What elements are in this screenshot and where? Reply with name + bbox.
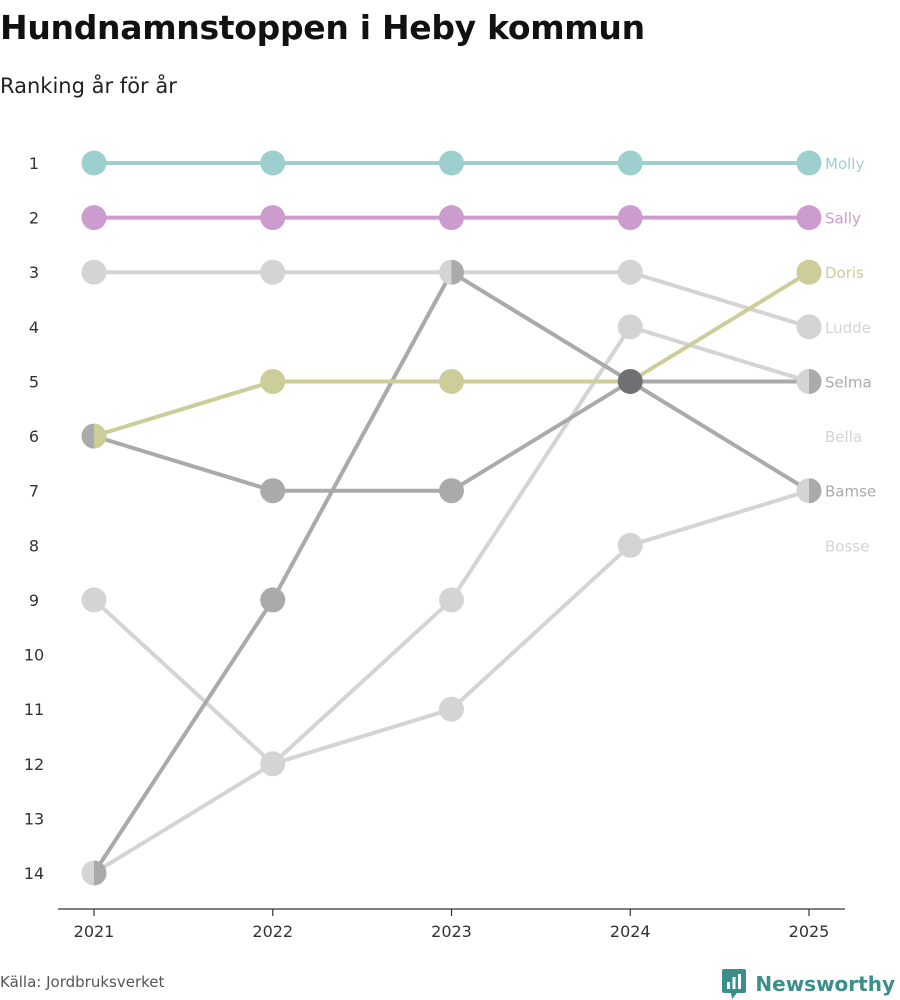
point-2021-rank-9-bella <box>81 587 107 613</box>
point-2021-rank-2-sally <box>81 205 107 231</box>
x-tick-label-2023: 2023 <box>431 922 472 941</box>
end-label-doris: Doris <box>825 264 864 282</box>
y-tick-label-8: 8 <box>29 536 39 555</box>
series-line-doris <box>92 270 811 439</box>
point-2022-rank-7-selma <box>260 478 286 504</box>
series-line-bamse <box>92 270 811 875</box>
y-tick-label-1: 1 <box>29 154 39 173</box>
point-2021-rank-3-ludde <box>81 259 107 285</box>
newsworthy-logo-icon <box>722 969 747 999</box>
series-points <box>81 150 822 886</box>
point-2025-rank-3-doris <box>796 259 822 285</box>
y-tick-label-12: 12 <box>24 755 44 774</box>
point-2023-rank-11-bosse <box>439 696 464 722</box>
x-tick-label-2021: 2021 <box>74 922 115 941</box>
point-2025-rank-1-molly <box>796 150 822 176</box>
point-2021-rank-6-selma-half <box>81 423 94 449</box>
point-2024-rank-8-bosse <box>617 532 643 558</box>
y-tick-label-7: 7 <box>29 482 39 501</box>
end-label-sally: Sally <box>825 210 861 228</box>
point-2025-rank-2-sally <box>796 205 822 231</box>
x-tick-label-2025: 2025 <box>789 922 830 941</box>
y-tick-label-2: 2 <box>29 209 39 228</box>
point-2023-rank-7-selma <box>439 478 464 504</box>
brand-logo: Newsworthy <box>721 968 895 1000</box>
end-label-selma: Selma <box>825 373 872 391</box>
y-tick-label-10: 10 <box>24 646 44 665</box>
x-tick-label-2024: 2024 <box>610 922 651 941</box>
y-tick-label-14: 14 <box>24 864 44 883</box>
point-2024-rank-3-ludde <box>617 259 643 285</box>
point-2022-rank-1-molly <box>260 150 286 176</box>
point-2023-rank-3-bamse-half <box>451 259 464 285</box>
x-axis: 2021 2022 2023 2024 2025 <box>58 908 845 941</box>
end-label-bamse: Bamse <box>825 483 876 501</box>
point-2025-rank-7-bosse-half <box>796 478 809 504</box>
point-2022-rank-3-ludde <box>260 259 286 285</box>
point-2023-rank-1-molly <box>439 150 464 176</box>
y-tick-label-13: 13 <box>24 809 44 828</box>
point-2022-rank-2-sally <box>260 205 286 231</box>
point-2024-rank-4-bella <box>617 314 643 340</box>
point-2025-rank-4-ludde <box>796 314 822 340</box>
y-tick-label-6: 6 <box>29 427 39 446</box>
point-2023-rank-5-doris <box>439 368 464 394</box>
point-2021-rank-6-doris-half <box>94 423 107 449</box>
point-2024-rank-2-sally <box>617 205 643 231</box>
y-tick-label-5: 5 <box>29 372 39 391</box>
end-label-ludde: Ludde <box>825 319 871 337</box>
point-2023-rank-3-ludde-half <box>439 259 452 285</box>
source-note: Källa: Jordbruksverket <box>0 973 165 991</box>
end-label-molly: Molly <box>825 155 864 173</box>
y-tick-label-9: 9 <box>29 591 39 610</box>
end-labels: Molly Sally Doris Ludde Selma Bella Bamse Bosse <box>825 155 876 555</box>
y-tick-label-3: 3 <box>29 263 39 282</box>
point-2025-rank-5-bella-half <box>796 368 809 394</box>
y-tick-label-4: 4 <box>29 318 39 337</box>
chart-title: Hundnamnstoppen i Heby kommun <box>0 8 645 47</box>
point-2022-rank-9-bamse <box>260 587 286 613</box>
point-2024-rank-5 <box>617 368 643 394</box>
point-2021-rank-1-molly <box>81 150 107 176</box>
point-2025-rank-5-selma-half <box>809 368 822 394</box>
series-line-selma <box>92 379 811 493</box>
point-2024-rank-1-molly <box>617 150 643 176</box>
end-label-bella: Bella <box>825 428 862 446</box>
end-label-bosse: Bosse <box>825 537 869 555</box>
point-2025-rank-7-bamse-half <box>809 478 822 504</box>
x-tick-label-2022: 2022 <box>252 922 293 941</box>
series-line-bosse <box>92 488 811 875</box>
chart-subtitle: Ranking år för år <box>0 74 177 98</box>
brand-name: Newsworthy <box>755 972 895 996</box>
point-2022-rank-5-doris <box>260 368 286 394</box>
point-2021-rank-14-bosse-half <box>81 860 94 886</box>
point-2023-rank-2-sally <box>439 205 464 231</box>
y-tick-label-11: 11 <box>24 700 44 719</box>
point-2023-rank-9-bella <box>439 587 464 613</box>
point-2022-rank-12-bosse-bella <box>260 751 286 777</box>
point-2021-rank-14-bamse-half <box>94 860 107 886</box>
